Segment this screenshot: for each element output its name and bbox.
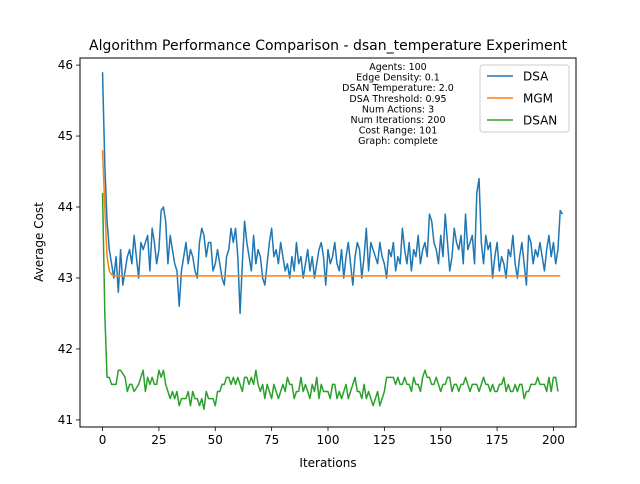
legend-label-dsan: DSAN (523, 114, 557, 128)
x-tick-label: 125 (373, 433, 396, 447)
legend: DSA MGM DSAN (479, 64, 570, 133)
x-tick-label: 200 (542, 433, 565, 447)
legend-box (479, 64, 570, 133)
x-tick-label: 50 (208, 433, 223, 447)
y-axis: 41 42 43 44 45 46 (58, 58, 80, 427)
annotation-line: Edge Density: 0.1 (356, 73, 440, 84)
x-tick-label: 150 (429, 433, 452, 447)
series-line-mgm (101, 150, 561, 277)
x-axis-label: Iterations (299, 456, 356, 470)
legend-label-mgm: MGM (523, 92, 553, 106)
y-tick-label: 43 (58, 271, 73, 285)
series-line-dsan (101, 192, 559, 411)
annotation-line: Agents: 100 (369, 62, 426, 73)
y-tick-label: 42 (58, 342, 73, 356)
y-tick-label: 45 (58, 129, 73, 143)
legend-label-dsa: DSA (523, 70, 549, 84)
y-tick-label: 46 (58, 58, 73, 72)
annotation-line: Graph: complete (358, 136, 438, 147)
annotation-line: DSAN Temperature: 2.0 (342, 83, 454, 94)
series-line-dsa (101, 72, 564, 315)
y-axis-label: Average Cost (32, 202, 46, 282)
x-tick-label: 100 (317, 433, 340, 447)
x-tick-label: 0 (99, 433, 107, 447)
annotation-line: DSA Threshold: 0.95 (349, 94, 446, 105)
annotation-line: Cost Range: 101 (359, 126, 438, 137)
y-tick-label: 41 (58, 413, 73, 427)
plot-series (101, 72, 564, 411)
annotation-line: Num Actions: 3 (362, 104, 434, 115)
x-tick-label: 25 (151, 433, 166, 447)
annotation-line: Num Iterations: 200 (351, 115, 446, 126)
x-tick-label: 175 (486, 433, 509, 447)
x-tick-label: 75 (264, 433, 279, 447)
y-tick-label: 44 (58, 200, 73, 214)
x-axis: 0 25 50 75 100 125 150 175 200 (99, 427, 565, 447)
chart-title: Algorithm Performance Comparison - dsan_… (89, 38, 567, 54)
